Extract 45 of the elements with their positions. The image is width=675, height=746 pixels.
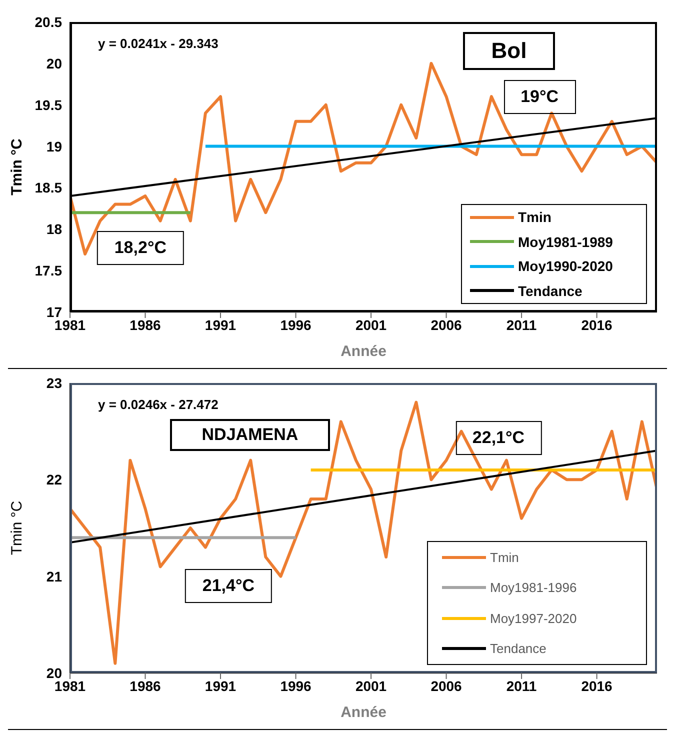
y-tick-label: 22 <box>46 472 62 488</box>
legend-label: Moy1990-2020 <box>518 258 613 274</box>
x-tick-label: 1996 <box>280 678 312 694</box>
legend-label: Tmin <box>490 550 519 565</box>
x-axis-title: Année <box>340 704 386 721</box>
annotation: y = 0.0246x - 27.472 <box>98 397 218 412</box>
x-tick-label: 2016 <box>581 678 613 694</box>
x-axis-title: Année <box>340 343 386 360</box>
x-tick-label: 1996 <box>280 316 312 333</box>
text: NDJAMENA <box>170 419 330 451</box>
x-tick-label: 2011 <box>506 316 537 333</box>
legend-label: Moy1981-1989 <box>518 234 613 250</box>
annotation: 22,1°C <box>455 421 542 456</box>
x-tick-label: 1991 <box>204 316 236 333</box>
legend-label: Tendance <box>518 282 582 299</box>
x-tick-label: 1991 <box>204 678 236 694</box>
x-tick-label: 2001 <box>355 316 387 333</box>
y-tick-label: 17.5 <box>34 262 62 279</box>
legend-label: Moy1981-1996 <box>490 580 577 596</box>
y-axis-title: Tmin °C <box>8 138 26 196</box>
legend-label: Moy1997-2020 <box>490 610 577 626</box>
y-tick-label: 23 <box>46 374 62 391</box>
annotation: 19°C <box>504 80 576 114</box>
y-tick-label: 18 <box>46 221 62 238</box>
x-tick-label: 1986 <box>130 316 162 333</box>
legend-label: Tendance <box>490 640 546 656</box>
y-tick-label: 19.5 <box>34 96 62 113</box>
y-tick-label: 19 <box>46 138 62 154</box>
line-series <box>70 62 657 256</box>
text: Bol <box>463 32 555 70</box>
x-tick-label: 2006 <box>430 316 462 333</box>
x-tick-label: 1986 <box>130 678 162 694</box>
legend-label: Tmin <box>518 209 552 225</box>
x-tick-label: 2006 <box>430 678 462 694</box>
x-tick-label: 2016 <box>581 316 613 333</box>
annotation: 18,2°C <box>97 231 184 266</box>
annotation: 21,4°C <box>185 569 272 603</box>
x-tick-label: 2011 <box>506 678 537 694</box>
y-tick-label: 21 <box>46 568 62 584</box>
y-axis-title: Tmin °C <box>8 500 26 556</box>
y-tick-label: 20 <box>46 55 62 72</box>
y-tick-label: 18.5 <box>34 180 62 196</box>
y-tick-label: 20.5 <box>34 14 62 30</box>
annotation: y = 0.0241x - 29.343 <box>98 36 218 51</box>
x-tick-label: 2001 <box>355 678 387 694</box>
